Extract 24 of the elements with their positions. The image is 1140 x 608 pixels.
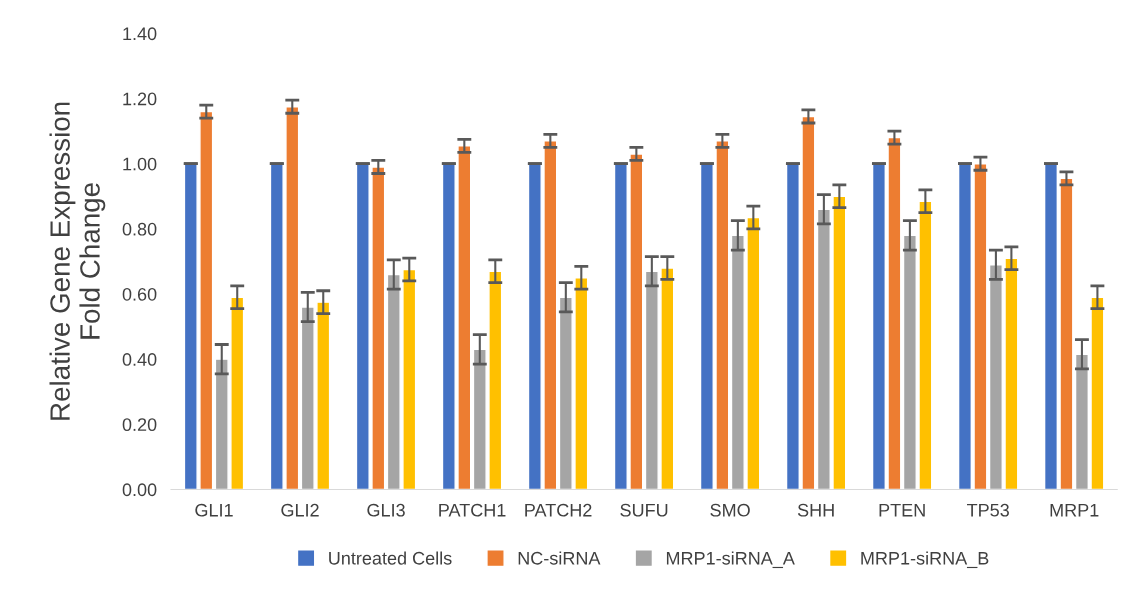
x-tick-label: SUFU [620,503,668,517]
x-tick-label: PATCH2 [525,503,592,517]
x-tick-label: SHH [797,503,834,517]
x-tick-label: PTEN [879,503,925,517]
y-tick-label: 1.20 [123,92,157,106]
x-tick-label: GLI1 [195,503,233,517]
y-tick-label: 1.00 [123,157,157,171]
x-tick-label: TP53 [967,503,1009,517]
legend-label: NC-siRNA [518,551,601,565]
y-tick-label: 0.80 [122,222,157,236]
legend-label: MRP1-siRNA_B [861,551,989,569]
y-tick-label: 0.20 [122,418,157,432]
y-axis-title: Relative Gene Expression Fold Change [49,102,106,420]
x-tick-label: PATCH1 [439,503,506,517]
y-tick-label: 0.00 [122,483,157,497]
legend-label: Untreated Cells [329,551,452,565]
y-tick-label: 1.40 [123,27,157,41]
x-tick-label: SMO [710,503,750,517]
x-tick-label: GLI2 [281,503,319,517]
y-tick-label: 0.40 [122,353,157,366]
legend-label: MRP1-siRNA_A [666,551,795,569]
x-tick-label: GLI3 [367,503,405,517]
x-tick-label: MRP1 [1050,503,1099,517]
y-tick-label: 0.60 [122,287,157,301]
